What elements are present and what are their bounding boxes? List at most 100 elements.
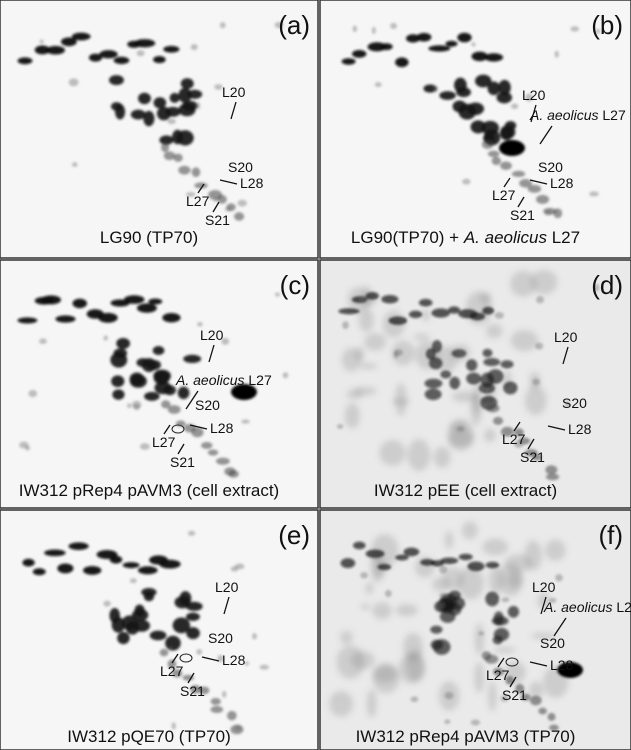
spot [186,627,200,640]
spot [514,428,524,437]
spot [554,50,559,58]
spot [485,591,500,607]
spot [532,454,542,461]
protein-label: L20 [215,579,239,595]
spot [34,45,51,55]
spot [448,306,461,314]
spot [432,639,451,655]
spot [487,150,500,158]
panel-letter: (c) [280,270,310,300]
gel-panel: (c) IW312 pRep4 pAVM3 (cell extract) L20 A.… [0,259,319,509]
smear [451,391,478,403]
protein-label: L28 [550,175,574,191]
smear [395,603,418,617]
spot [424,388,442,401]
panel-letter: (f) [598,520,623,550]
spot [507,605,520,618]
spot [557,662,583,678]
spot [505,675,514,685]
protein-label: L20 [522,87,546,103]
spot [365,291,379,300]
spot [519,178,532,188]
spot [241,419,250,424]
smear [379,439,406,466]
spot [439,565,448,574]
protein-label: S20 [208,630,233,646]
protein-label: L28 [240,175,264,191]
spot [159,559,181,569]
spot [410,696,419,703]
smear [413,333,430,340]
spot [496,91,513,104]
arrow [230,101,237,120]
spot [224,206,232,212]
smear [482,538,509,556]
spot [487,81,501,96]
smear [510,329,539,352]
spot [458,553,473,561]
gel-spots [17,21,284,221]
smear [457,566,484,600]
smear [366,689,377,718]
spot [169,92,180,103]
spot [133,39,156,48]
spot [359,295,367,304]
spot [380,43,393,51]
spot [237,199,247,207]
arrow [208,344,215,363]
protein-label: S21 [520,449,545,465]
smear [350,651,375,670]
protein-label: L28 [550,657,574,673]
spot [187,530,196,536]
text-segment: L28 [550,657,574,673]
text-segment: L20 [222,84,246,100]
panel-caption: IW312 pRep4 pAVM3 (TP70) [356,727,576,746]
spot [549,724,559,731]
spot [143,591,155,602]
spot [466,359,478,372]
spot [68,78,79,87]
spot [198,686,210,695]
spot [470,719,481,726]
spot [131,400,142,409]
spot [471,42,476,47]
spot [498,79,511,96]
gel-spots [336,269,600,481]
spot [178,87,192,103]
spot [408,310,423,319]
spot [440,370,452,379]
text-segment: IW312 pRep4 pAVM3 (TP70) [356,727,576,746]
smear [524,385,547,416]
spot [274,21,284,29]
spot [483,358,501,367]
spot [570,26,580,32]
spot [595,28,601,34]
spot [439,592,449,599]
arrow [539,125,553,145]
spot [159,135,174,145]
spot [235,563,245,570]
spot [504,121,517,130]
spot [182,100,198,111]
smear [432,577,450,592]
spot [112,389,125,400]
protein-label: L20 [222,84,246,100]
text-segment: S21 [510,207,535,223]
text-segment: L27 [547,228,580,247]
spot [171,722,176,730]
spot [492,416,504,425]
spot [471,51,488,62]
spot [98,312,118,323]
panel-caption: IW312 pQE70 (TP70) [67,727,230,746]
smear [344,402,360,429]
spot [22,558,35,567]
spot [173,153,183,162]
spot [481,120,500,136]
protein-label: L27 [486,667,510,683]
spot [548,598,557,603]
spot [72,298,88,309]
spot [536,296,545,304]
protein-label: S21 [510,207,535,223]
protein-label: L28 [210,420,234,436]
text-segment: IW312 pQE70 (TP70) [67,727,230,746]
